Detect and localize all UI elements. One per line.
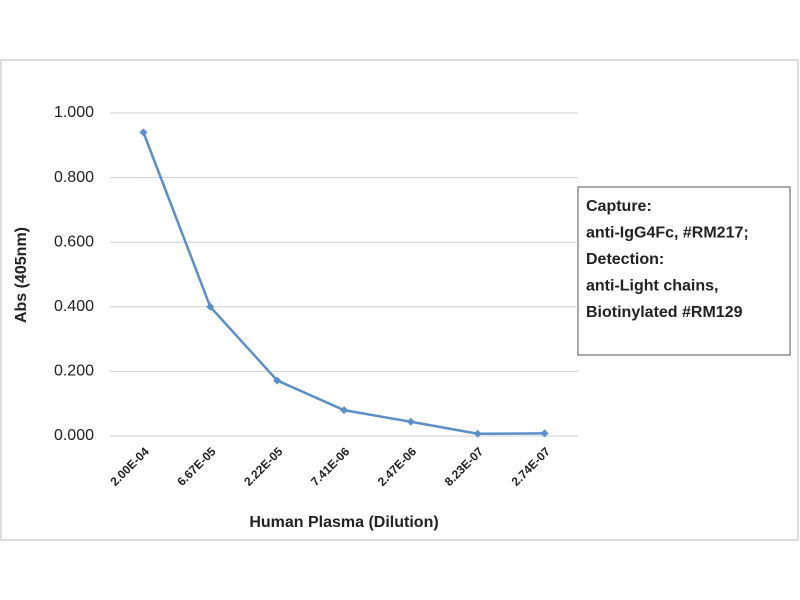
annotation-box	[577, 186, 791, 356]
y-tick-label: 1.000	[54, 104, 94, 121]
data-point	[206, 302, 215, 311]
y-axis-label: Abs (405nm)	[13, 227, 30, 323]
x-axis-label: Human Plasma (Dilution)	[249, 514, 438, 531]
y-tick-label: 0.200	[54, 363, 94, 380]
annotation-line: Detection:	[586, 251, 664, 268]
y-tick-label: 0.800	[54, 169, 94, 186]
data-point	[273, 376, 282, 385]
data-point	[406, 417, 415, 426]
data-point	[473, 429, 482, 438]
annotation-line: anti-IgG4Fc, #RM217;	[586, 225, 749, 242]
annotation-line: anti-Light chains,	[586, 278, 718, 295]
data-point	[340, 406, 348, 415]
data-point	[139, 128, 148, 137]
y-tick-label: 0.600	[54, 233, 94, 250]
data-point	[540, 429, 549, 438]
annotation-line: Capture:	[586, 198, 652, 215]
annotation-line: Biotinylated #RM129	[586, 304, 743, 321]
y-tick-label: 0.000	[54, 427, 94, 444]
y-tick-label: 0.400	[54, 298, 94, 315]
